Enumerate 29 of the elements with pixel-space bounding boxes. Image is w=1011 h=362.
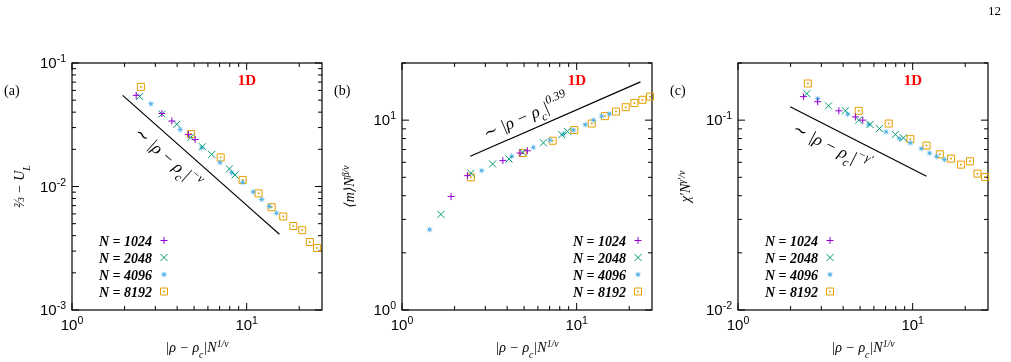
x-tick-label: 10$^{1}$ <box>235 314 259 333</box>
y-tick-label: 10$^{-1}$ <box>39 52 67 71</box>
y-tick-label: 10$^{-1}$ <box>705 109 733 129</box>
legend-label: N = 2048 <box>97 250 152 266</box>
x-axis-title: |ρ − ρ$_{c}$|N$^{1/ν}$ <box>831 337 896 360</box>
annotation: 1D <box>567 72 587 88</box>
y-tick-label: 10$^{-2}$ <box>39 175 67 195</box>
text: (a) <box>4 83 20 99</box>
legend-label: N = 8192 <box>571 284 626 300</box>
annotation: 1D <box>237 72 257 88</box>
x-tick-label: 10$^{1}$ <box>565 314 589 333</box>
legend-label: N = 4096 <box>763 267 818 283</box>
legend-label: N = 4096 <box>97 267 152 283</box>
x-tick-label: 10$^{1}$ <box>901 314 925 333</box>
legend-label: N = 4096 <box>571 267 626 283</box>
legend-label: N = 2048 <box>763 250 818 266</box>
text: (b) <box>334 83 351 99</box>
legend-label: N = 1024 <box>97 233 152 249</box>
text: 12 <box>988 3 1001 18</box>
legend-label: N = 1024 <box>763 233 818 249</box>
legend-label: N = 8192 <box>97 284 152 300</box>
legend-label: N = 8192 <box>763 284 818 300</box>
annotation: 1D <box>903 72 923 88</box>
x-tick-label: 10$^{0}$ <box>390 314 414 333</box>
legend-label: N = 2048 <box>571 250 626 266</box>
legend-label: N = 1024 <box>571 233 626 249</box>
x-axis-title: |ρ − ρ$_{c}$|N$^{1/ν}$ <box>165 337 230 360</box>
text: (c) <box>670 83 686 99</box>
x-axis-title: |ρ − ρ$_{c}$|N$^{1/ν}$ <box>495 337 560 360</box>
